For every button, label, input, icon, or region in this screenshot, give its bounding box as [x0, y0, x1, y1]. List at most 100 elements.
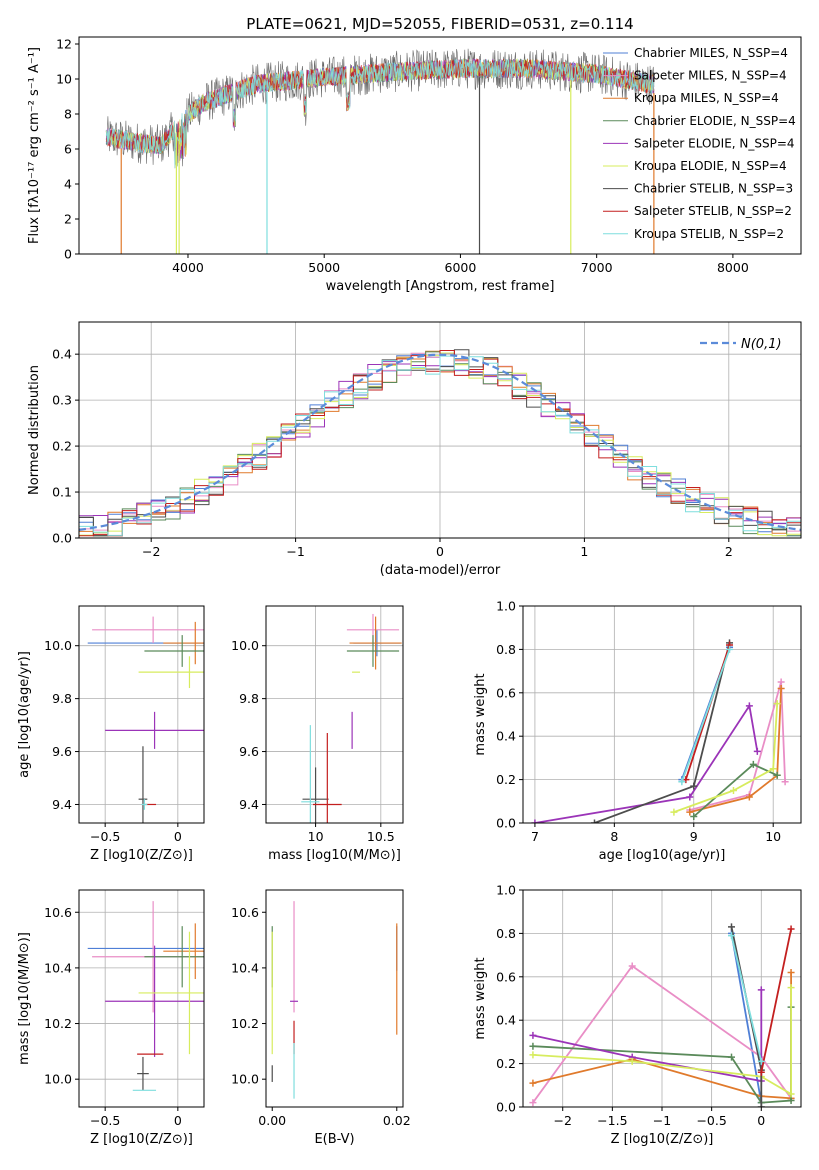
- plot-area: [531, 639, 789, 823]
- x-axis-label: Z [log10(Z/Z⊙)]: [90, 1132, 193, 1147]
- xtick-label: −0.5: [90, 829, 120, 844]
- weight-line-6: [673, 703, 779, 813]
- figure-title: PLATE=0621, MJD=52055, FIBERID=0531, z=0…: [246, 15, 633, 33]
- y-axis-label: Normed distribution: [27, 365, 42, 495]
- errorbar-point-5: [105, 711, 204, 749]
- ytick-label: 8: [64, 107, 72, 122]
- xtick-label: 7: [531, 829, 539, 844]
- weight-line-7: [594, 642, 731, 823]
- errorbar-point-4: [346, 635, 400, 667]
- axes-frame: [78, 36, 802, 255]
- weight-marker: [749, 760, 757, 768]
- ytick-label: 0.4: [496, 1013, 516, 1028]
- ytick-label: 10.2: [231, 1016, 259, 1031]
- plot-area: [529, 923, 795, 1107]
- weight-marker: [628, 1057, 636, 1065]
- legend-label-5: Salpeter ELODIE, N_SSP=4: [634, 136, 795, 150]
- axes-mass-vs-EBV: 0.00 0.02 10.0 10.2 10.4 10.6 E(B-V): [231, 889, 411, 1147]
- weight-line-9: [730, 935, 763, 1062]
- ytick-label: 1.0: [496, 599, 516, 614]
- weight-line-3: [689, 688, 782, 813]
- weight-marker: [787, 1096, 795, 1104]
- weight-marker: [777, 678, 785, 686]
- ytick-label: 1.0: [496, 883, 516, 898]
- weight-marker: [777, 684, 785, 692]
- ytick-label: 10.4: [44, 960, 72, 975]
- axes-frame: [265, 889, 404, 1108]
- xtick-label: 10.5: [367, 829, 395, 844]
- weight-marker: [690, 812, 698, 820]
- ytick-label: 10: [56, 72, 72, 87]
- xtick-label: 9: [690, 829, 698, 844]
- ytick-label: 0.8: [496, 642, 516, 657]
- errorbar-point-3: [163, 923, 204, 980]
- weight-line-9: [681, 649, 731, 783]
- weight-line-8: [760, 928, 792, 1073]
- plot-area: [79, 349, 801, 538]
- axes-frame: [522, 605, 802, 824]
- x-axis-label: Z [log10(Z/Z⊙)]: [90, 848, 193, 863]
- axes-age-vs-Z: −0.5 0 9.4 9.6 9.8 10.0 Z [log10(Z/Z⊙)] age [lo…: [17, 605, 205, 863]
- xtick-label: 1: [580, 544, 588, 559]
- weight-marker: [529, 1099, 537, 1107]
- x-axis-label: mass [log10(M/M⊙)]: [268, 848, 401, 863]
- axes-frame: [78, 605, 205, 824]
- ytick-label: 6: [64, 142, 72, 157]
- weight-marker: [781, 778, 789, 786]
- weight-line-5: [534, 703, 759, 823]
- ytick-label: 0.6: [496, 969, 516, 984]
- xtick-label: −0.5: [90, 1113, 120, 1128]
- xtick-label: −0.5: [696, 1113, 726, 1128]
- weight-marker: [686, 808, 694, 816]
- plot-area: [301, 613, 402, 823]
- weight-line-5: [532, 989, 763, 1083]
- weight-marker: [728, 1053, 735, 1061]
- weight-marker: [757, 986, 765, 994]
- ytick-label: 0.0: [496, 816, 516, 831]
- xtick-label: 7000: [581, 260, 613, 275]
- ytick-label: 10.0: [44, 1072, 72, 1087]
- weight-marker: [787, 1090, 795, 1098]
- ytick-label: 10.0: [231, 638, 259, 653]
- legend-label-4: Chabrier ELODIE, N_SSP=4: [634, 114, 796, 128]
- axes-age-vs-mass: 10 10.5 9.4 9.6 9.8 10.0 mass [log10(M/M⊙)]: [231, 605, 404, 863]
- x-axis-label: Z [log10(Z/Z⊙)]: [611, 1132, 714, 1147]
- weight-marker: [773, 771, 781, 779]
- ytick-label: 0.2: [496, 1056, 516, 1071]
- xtick-label: −2: [142, 544, 160, 559]
- weight-marker: [728, 923, 735, 931]
- weight-marker: [686, 793, 694, 801]
- errorbar-point-3: [163, 621, 204, 665]
- weight-marker: [529, 1051, 537, 1059]
- xtick-label: 5000: [308, 260, 340, 275]
- legend-label-normal: N(0,1): [741, 337, 782, 352]
- xtick-label: 0: [757, 1113, 765, 1128]
- errorbar-point-7: [138, 746, 148, 823]
- xtick-label: 0: [436, 544, 444, 559]
- legend-label-7: Chabrier STELIB, N_SSP=3: [634, 182, 793, 196]
- ytick-label: 9.8: [239, 691, 259, 706]
- axes-frame: [265, 605, 404, 824]
- weight-marker: [529, 1031, 537, 1039]
- errorbar-point-4: [144, 635, 204, 667]
- x-axis-label: (data-model)/error: [380, 563, 501, 578]
- errorbar-point-2: [92, 616, 204, 644]
- ytick-label: 0.2: [52, 439, 72, 454]
- weight-marker: [678, 778, 686, 786]
- axes-mass-vs-Z: −0.5 0 10.0 10.2 10.4 10.6 Z [log10(Z/Z⊙)] mass…: [17, 889, 205, 1147]
- xtick-label: 6000: [445, 260, 477, 275]
- errorbar-point-8: [312, 733, 342, 823]
- legend-label-1: Chabrier MILES, N_SSP=4: [634, 46, 788, 60]
- y-axis-label: Flux [fλ10⁻¹⁷ erg cm⁻² s⁻¹ A⁻¹]: [27, 47, 42, 244]
- weight-marker: [757, 1103, 765, 1107]
- y-axis-label: mass [log10(M/M⊙)]: [17, 932, 32, 1065]
- ytick-label: 2: [64, 212, 72, 227]
- xtick-label: 8000: [717, 260, 749, 275]
- weight-marker: [753, 747, 761, 755]
- legend-label-8: Salpeter STELIB, N_SSP=2: [634, 204, 792, 218]
- legend-label-2: Salpeter MILES, N_SSP=4: [634, 69, 787, 83]
- errorbar-point-4: [144, 926, 204, 988]
- xtick-label: 0: [174, 829, 182, 844]
- weight-marker: [787, 925, 795, 933]
- plot-area: [87, 901, 204, 1091]
